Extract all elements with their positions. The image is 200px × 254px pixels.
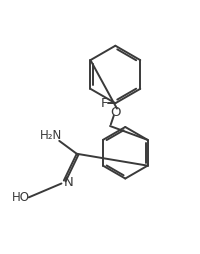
Text: H₂N: H₂N [40,130,62,142]
Text: N: N [64,176,73,189]
Text: F: F [100,97,108,110]
Text: HO: HO [12,191,30,204]
Text: O: O [110,106,120,119]
